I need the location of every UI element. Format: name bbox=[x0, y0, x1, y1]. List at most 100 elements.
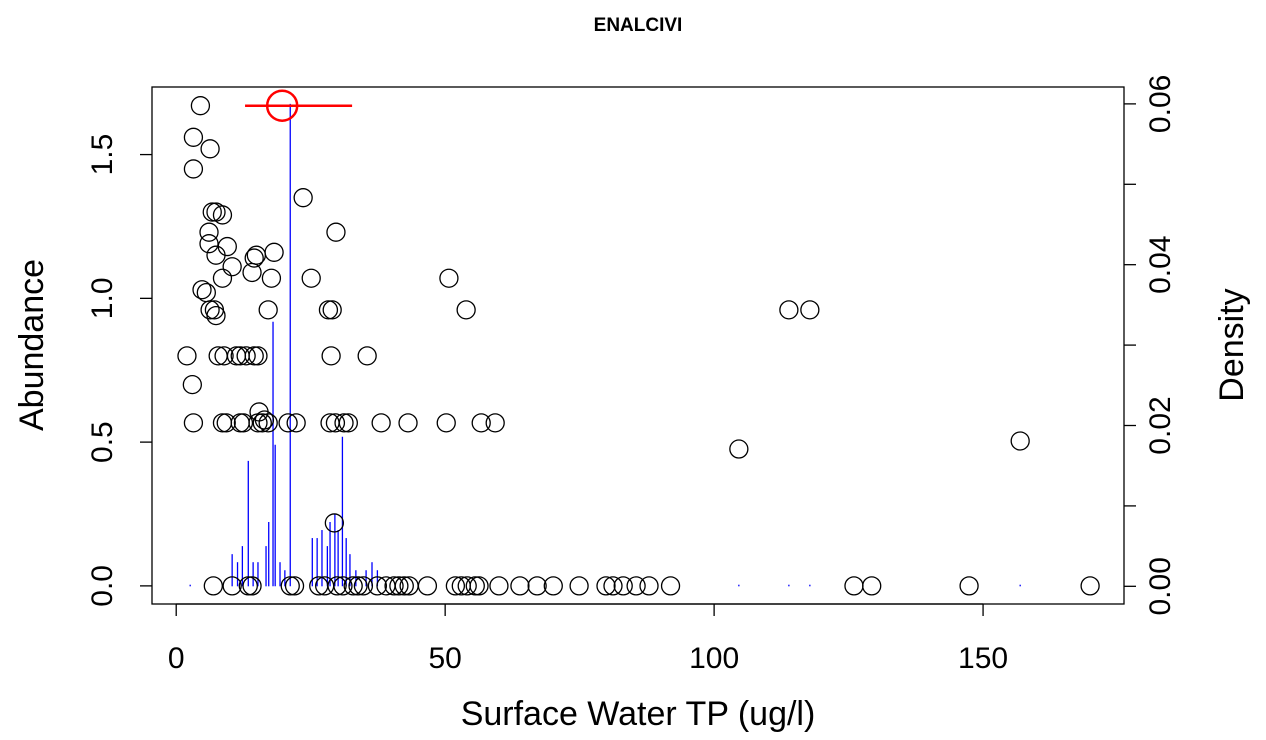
point bbox=[596, 576, 616, 596]
point bbox=[343, 576, 363, 596]
point bbox=[183, 413, 204, 433]
point bbox=[436, 413, 456, 433]
point bbox=[510, 576, 530, 596]
point bbox=[242, 576, 262, 596]
point bbox=[177, 346, 197, 366]
point bbox=[196, 282, 216, 303]
point bbox=[252, 413, 272, 433]
point bbox=[348, 576, 368, 596]
y2-tick-label: 0.06 bbox=[1144, 75, 1177, 133]
point bbox=[183, 127, 204, 147]
point bbox=[569, 576, 589, 596]
point bbox=[729, 439, 749, 459]
point bbox=[206, 305, 226, 326]
point bbox=[222, 576, 242, 596]
point bbox=[278, 413, 298, 433]
x-axis-title: Surface Water TP (ug/l) bbox=[461, 695, 816, 733]
point bbox=[182, 374, 202, 395]
point bbox=[334, 413, 354, 433]
x-tick-label: 0 bbox=[168, 642, 185, 675]
point bbox=[244, 248, 264, 268]
point bbox=[284, 576, 305, 596]
point bbox=[204, 300, 225, 320]
point bbox=[248, 346, 268, 366]
point bbox=[199, 222, 219, 242]
point bbox=[244, 346, 264, 366]
point bbox=[489, 576, 509, 596]
point bbox=[238, 576, 258, 596]
x-tick-label: 150 bbox=[958, 642, 1008, 675]
x-tick-label: 100 bbox=[689, 642, 739, 675]
point bbox=[200, 300, 220, 320]
point bbox=[333, 576, 353, 596]
point bbox=[190, 96, 211, 116]
point bbox=[212, 268, 233, 288]
point bbox=[216, 413, 236, 433]
y-tick-label: 0.5 bbox=[86, 421, 119, 463]
point bbox=[398, 413, 418, 433]
point bbox=[192, 280, 212, 300]
point bbox=[206, 245, 226, 265]
point bbox=[318, 300, 339, 320]
point bbox=[485, 413, 505, 433]
point bbox=[248, 413, 268, 433]
point bbox=[212, 413, 233, 433]
point bbox=[353, 576, 374, 596]
point bbox=[613, 576, 633, 596]
point bbox=[322, 300, 342, 320]
y2-axis-title: Density bbox=[1213, 288, 1251, 401]
point bbox=[862, 576, 882, 596]
point bbox=[226, 346, 247, 366]
point bbox=[469, 576, 489, 596]
point bbox=[394, 576, 414, 596]
point bbox=[183, 159, 204, 179]
x-tick-label: 50 bbox=[428, 642, 461, 675]
y-axis-title: Abundance bbox=[13, 259, 51, 431]
point bbox=[242, 262, 262, 283]
point bbox=[389, 576, 409, 596]
point bbox=[800, 300, 820, 320]
point bbox=[660, 576, 681, 596]
point bbox=[212, 205, 233, 225]
point bbox=[844, 576, 864, 596]
y2-tick-label: 0.00 bbox=[1144, 557, 1177, 615]
point bbox=[217, 236, 237, 257]
point bbox=[1010, 431, 1030, 451]
point bbox=[456, 300, 476, 320]
y2-tick-label: 0.04 bbox=[1144, 235, 1177, 293]
point bbox=[321, 346, 341, 366]
point bbox=[325, 413, 346, 433]
point bbox=[214, 346, 234, 366]
optimum bbox=[265, 89, 299, 122]
point bbox=[327, 576, 347, 596]
point bbox=[280, 576, 300, 596]
point bbox=[324, 513, 345, 533]
point bbox=[465, 576, 485, 596]
point bbox=[384, 576, 404, 596]
point bbox=[1080, 576, 1100, 596]
point bbox=[320, 413, 340, 433]
y-tick-label: 0.0 bbox=[86, 565, 119, 607]
point bbox=[236, 346, 256, 366]
point bbox=[264, 242, 284, 262]
point bbox=[199, 234, 219, 254]
point bbox=[367, 576, 388, 596]
point bbox=[261, 268, 282, 288]
point bbox=[371, 413, 391, 433]
point bbox=[202, 202, 222, 222]
chart-title: ENALCIVI bbox=[594, 15, 683, 36]
point bbox=[439, 268, 459, 288]
point bbox=[326, 222, 346, 242]
plot-frame bbox=[151, 86, 1125, 605]
point bbox=[357, 346, 377, 366]
y-tick-label: 1.0 bbox=[86, 277, 119, 319]
point bbox=[603, 576, 623, 596]
point bbox=[258, 413, 278, 433]
point bbox=[626, 576, 646, 596]
point bbox=[959, 576, 979, 596]
point bbox=[639, 576, 659, 596]
point bbox=[200, 139, 220, 159]
point bbox=[457, 576, 477, 596]
